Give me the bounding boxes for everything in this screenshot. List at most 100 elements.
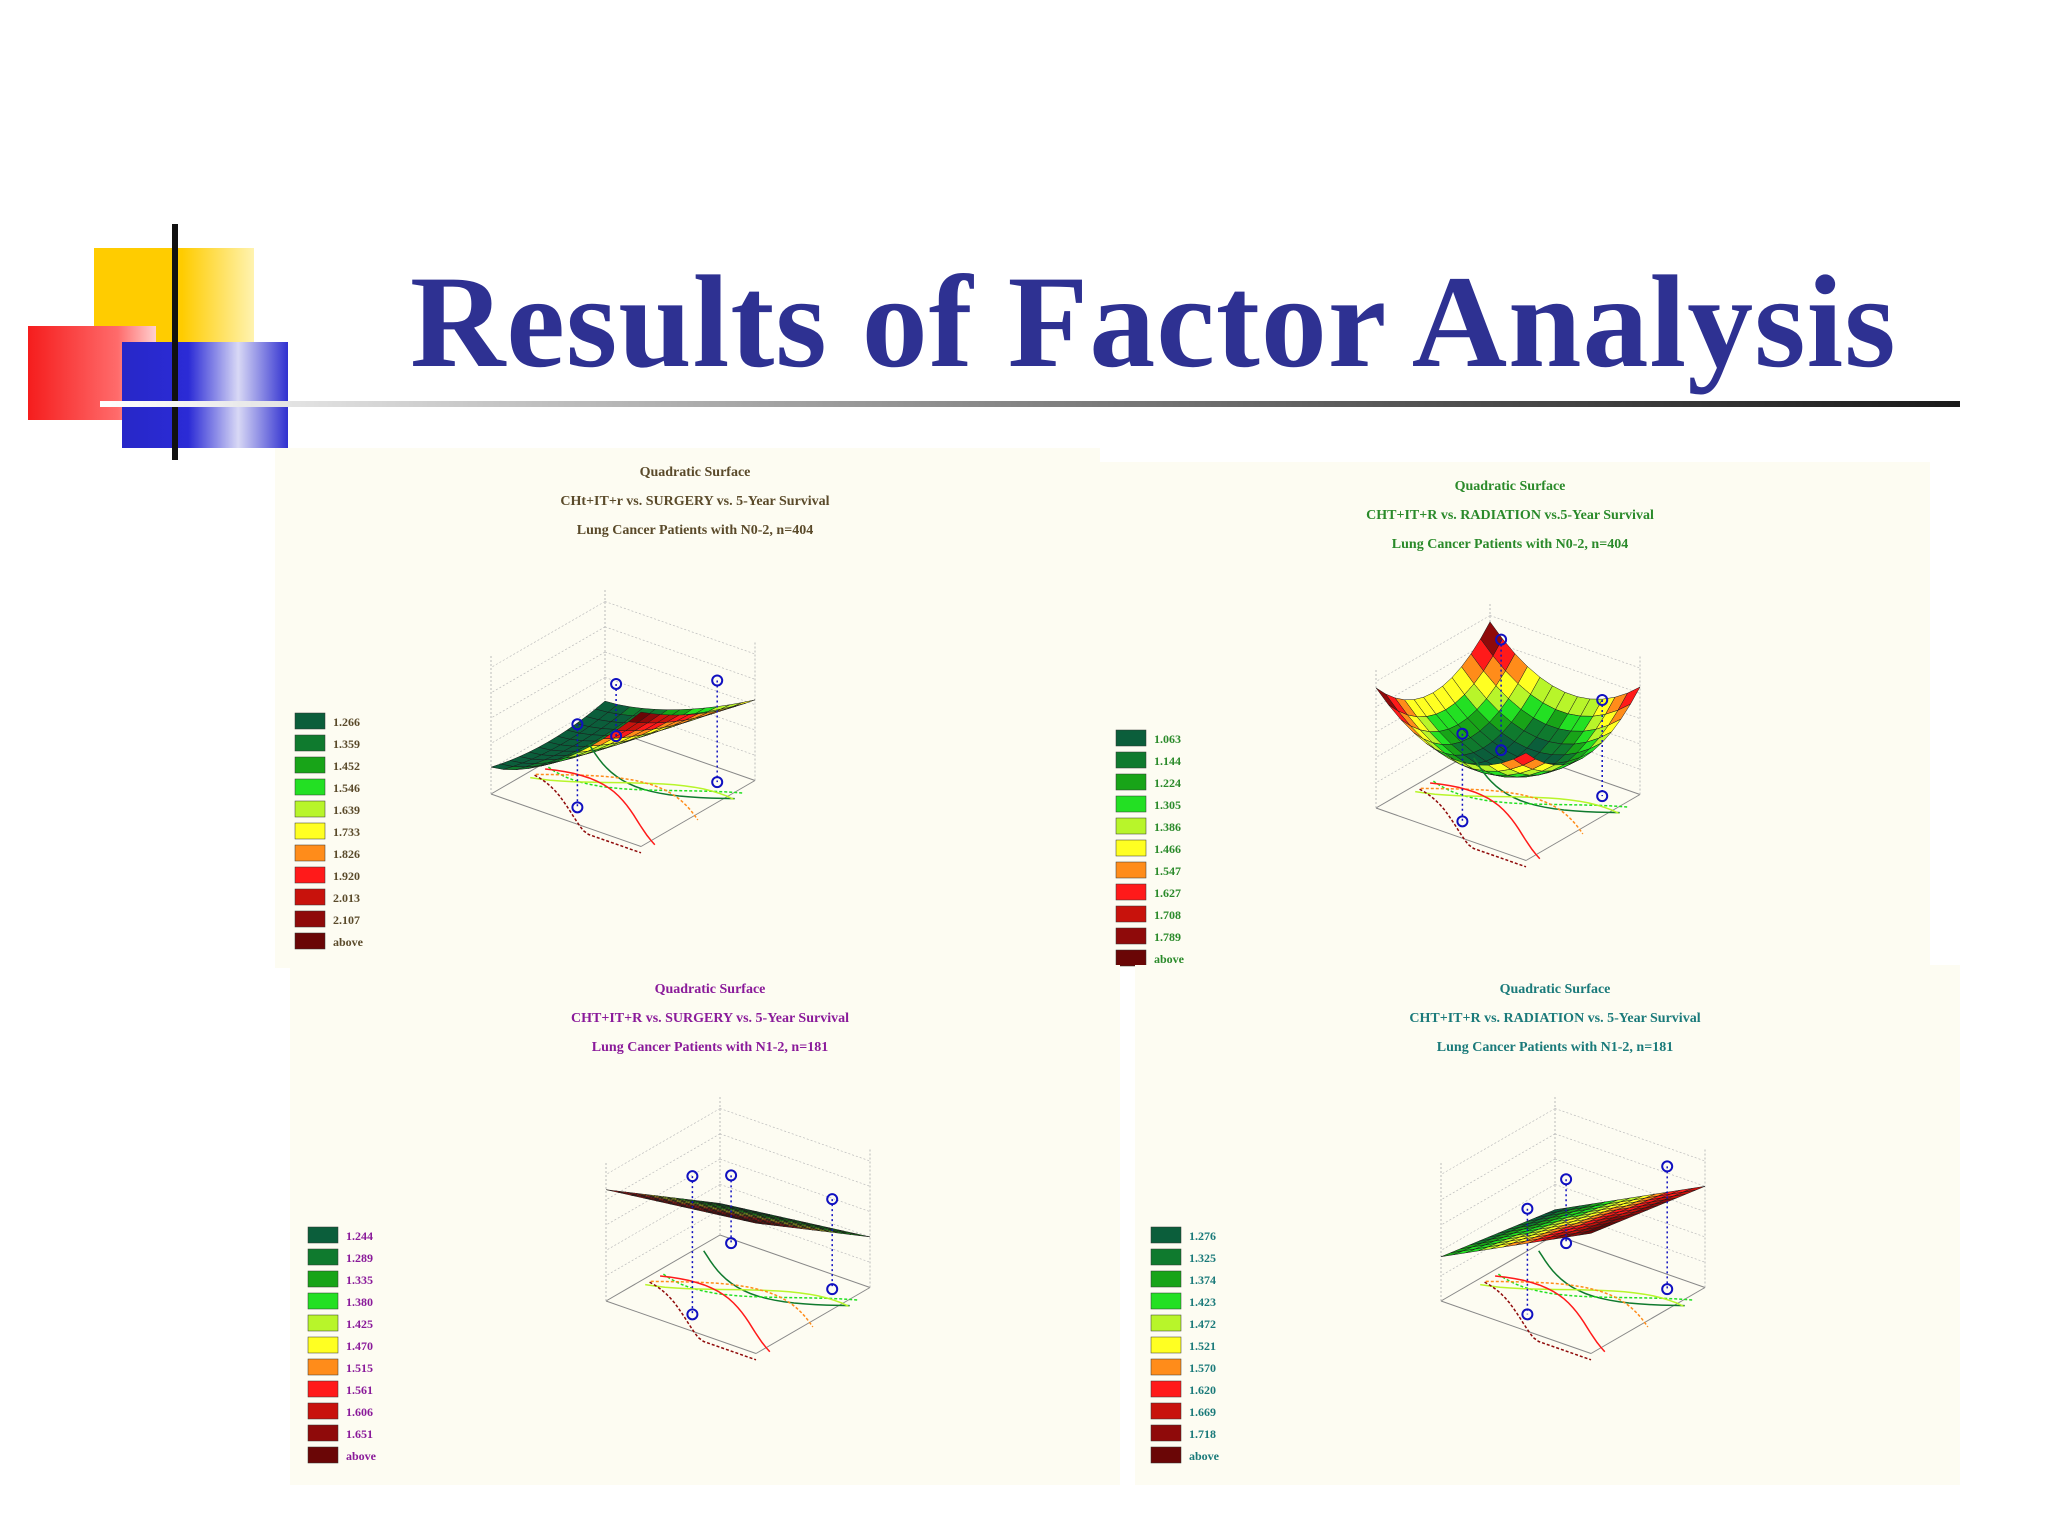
legend-label: 1.452 <box>333 759 360 773</box>
legend-swatch <box>1115 861 1147 879</box>
legend-swatch <box>294 822 326 840</box>
grid-line <box>490 601 606 668</box>
chart-caption: Lung Cancer Patients with N0-2, n=404 <box>1392 537 1628 552</box>
legend-swatch <box>294 778 326 796</box>
axis-edge <box>1554 1234 1706 1288</box>
axis-edge <box>755 1287 871 1354</box>
legend-label: above <box>333 935 364 949</box>
grid-line <box>1440 1184 1556 1251</box>
legend-label: 1.472 <box>1189 1317 1216 1331</box>
axis-edge <box>1525 794 1641 861</box>
data-point <box>1495 633 1508 646</box>
legend-label: 1.627 <box>1154 886 1181 900</box>
legend-swatch <box>1150 1270 1182 1288</box>
chart-caption: Lung Cancer Patients with N0-2, n=404 <box>577 523 813 538</box>
legend-swatch <box>1150 1292 1182 1310</box>
legend-label: 1.466 <box>1154 842 1181 856</box>
legend-label: 1.620 <box>1189 1383 1216 1397</box>
legend-swatch <box>307 1292 339 1310</box>
legend-label: 1.570 <box>1189 1361 1216 1375</box>
legend-label: 1.515 <box>346 1361 373 1375</box>
legend-swatch <box>307 1336 339 1354</box>
legend-swatch <box>1115 817 1147 835</box>
contour-line <box>534 774 642 854</box>
grid-line <box>604 601 756 655</box>
axis-edge <box>490 793 642 847</box>
legend-swatch <box>1150 1402 1182 1420</box>
surface-cell <box>1578 1229 1601 1236</box>
legend-swatch <box>1150 1336 1182 1354</box>
legend-label: 1.305 <box>1154 798 1181 812</box>
legend-swatch <box>1150 1358 1182 1376</box>
contour-line <box>645 1283 849 1307</box>
grid-line <box>719 1184 871 1238</box>
grid-line <box>604 677 756 731</box>
contour-line <box>660 1275 771 1353</box>
surface-chart-3: Quadratic Surface CHT+IT+R vs. SURGERY vs… <box>307 982 871 1464</box>
legend-swatch <box>307 1380 339 1398</box>
grid-line <box>605 1133 721 1201</box>
chart-subtitle: Quadratic Surface <box>655 982 766 997</box>
legend-swatch <box>307 1270 339 1288</box>
legend-swatch <box>294 888 326 906</box>
chart-title: CHT+IT+R vs. RADIATION vs. 5-Year Surviv… <box>1409 1011 1700 1026</box>
grid-line <box>490 626 606 694</box>
surface-cell <box>743 1220 766 1225</box>
legend-swatch <box>1115 773 1147 791</box>
data-point <box>686 1308 699 1321</box>
legend-label: 1.359 <box>333 737 360 751</box>
contour-line <box>1485 1280 1649 1328</box>
chart-panel-2: Quadratic Surface CHT+IT+R vs. RADIATION … <box>1100 462 1930 967</box>
axis-edge <box>605 1234 721 1302</box>
horizontal-rule <box>100 401 1960 407</box>
legend-swatch <box>1115 729 1147 747</box>
data-point <box>1521 1202 1534 1215</box>
legend-label: 1.920 <box>333 869 360 883</box>
legend-label: 1.423 <box>1189 1295 1216 1309</box>
data-point <box>1560 1237 1573 1250</box>
data-point <box>1596 790 1609 803</box>
chart-title: CHT+IT+R vs. RADIATION vs.5-Year Surviva… <box>1366 508 1654 523</box>
data-point <box>711 776 724 789</box>
axis-edge <box>1375 807 1527 861</box>
vertical-rule <box>172 224 178 460</box>
chart-panel-1: Quadratic Surface CHt+IT+r vs. SURGERY vs… <box>275 448 1100 968</box>
legend-swatch <box>1115 839 1147 857</box>
legend-label: 1.374 <box>1189 1273 1216 1287</box>
legend-swatch <box>307 1446 339 1464</box>
data-point <box>1456 815 1469 828</box>
legend-label: 1.789 <box>1154 930 1181 944</box>
legend-label: 1.380 <box>346 1295 373 1309</box>
axis-edge <box>1440 1234 1556 1302</box>
chart-caption: Lung Cancer Patients with N1-2, n=181 <box>1437 1040 1673 1055</box>
grid-line <box>1489 691 1641 745</box>
grid-line <box>490 651 606 719</box>
contour-line <box>1495 1275 1606 1353</box>
legend-label: 1.718 <box>1189 1427 1216 1441</box>
contour-line <box>1430 782 1541 860</box>
grid-line <box>605 1184 721 1251</box>
data-point <box>1661 1283 1674 1296</box>
legend-label: 1.325 <box>1189 1251 1216 1265</box>
chart-caption: Lung Cancer Patients with N1-2, n=181 <box>592 1040 828 1055</box>
legend-label: 1.063 <box>1154 732 1181 746</box>
grid-line <box>1440 1158 1556 1226</box>
chart-subtitle: Quadratic Surface <box>1455 479 1566 494</box>
legend-swatch <box>307 1226 339 1244</box>
grid-line <box>604 702 756 756</box>
legend-swatch <box>1115 949 1147 967</box>
data-point <box>571 718 584 731</box>
surface-chart-1: Quadratic Surface CHt+IT+r vs. SURGERY vs… <box>294 465 830 950</box>
legend-label: 1.289 <box>346 1251 373 1265</box>
legend-swatch <box>1115 751 1147 769</box>
page-title: Results of Factor Analysis <box>410 248 1897 395</box>
data-point <box>1596 693 1609 706</box>
axis-edge <box>1590 1287 1706 1354</box>
legend-swatch <box>1150 1248 1182 1266</box>
data-point <box>571 801 584 814</box>
data-point <box>1661 1160 1674 1173</box>
grid-line <box>1554 1184 1706 1238</box>
legend-swatch <box>307 1424 339 1442</box>
data-point <box>725 1169 738 1182</box>
grid-line <box>1375 615 1491 682</box>
